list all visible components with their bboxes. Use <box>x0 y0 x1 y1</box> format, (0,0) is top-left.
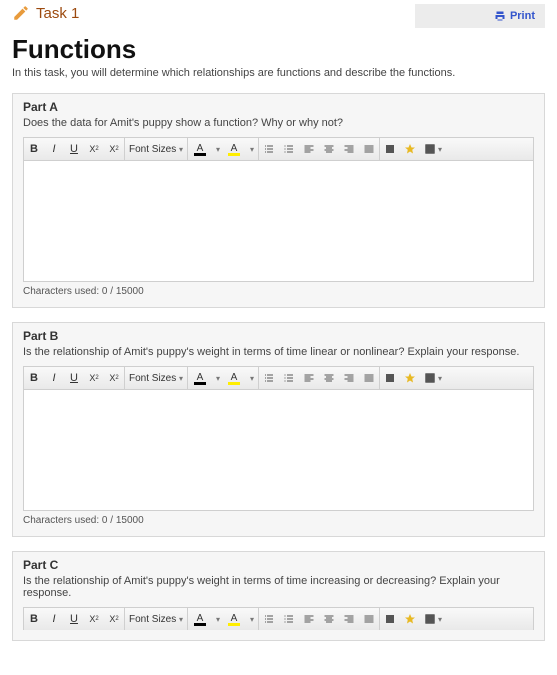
underline-button[interactable]: U <box>65 369 83 387</box>
top-row: Task 1 Print <box>12 4 545 28</box>
number-list-button[interactable] <box>280 610 298 628</box>
chevron-down-icon: ▾ <box>438 145 442 154</box>
task-header: Task 1 <box>12 4 79 22</box>
page-instructions: In this task, you will determine which r… <box>12 67 545 79</box>
number-list-button[interactable] <box>280 369 298 387</box>
equation-button[interactable] <box>401 610 419 628</box>
chevron-down-icon: ▾ <box>438 374 442 383</box>
number-list-button[interactable] <box>280 140 298 158</box>
table-button[interactable]: ▾ <box>421 140 445 158</box>
underline-button[interactable]: U <box>65 140 83 158</box>
font-size-select[interactable]: Font Sizes ▾ <box>125 140 187 158</box>
align-left-button[interactable] <box>300 369 318 387</box>
equation-button[interactable] <box>401 140 419 158</box>
italic-button[interactable]: I <box>45 140 63 158</box>
chevron-down-icon: ▾ <box>250 615 254 624</box>
bullet-list-button[interactable] <box>260 369 278 387</box>
superscript-button[interactable]: X2 <box>85 610 103 628</box>
print-label: Print <box>510 10 535 22</box>
part-card: Part C Is the relationship of Amit's pupp… <box>12 551 545 641</box>
font-size-label: Font Sizes <box>129 614 176 625</box>
editor-textarea[interactable] <box>23 389 534 511</box>
font-size-label: Font Sizes <box>129 373 176 384</box>
chevron-down-icon: ▾ <box>216 374 220 383</box>
align-right-button[interactable] <box>340 369 358 387</box>
print-button[interactable]: Print <box>415 4 545 28</box>
bold-button[interactable]: B <box>25 610 43 628</box>
bold-button[interactable]: B <box>25 369 43 387</box>
align-center-button[interactable] <box>320 369 338 387</box>
align-center-button[interactable] <box>320 140 338 158</box>
align-left-button[interactable] <box>300 140 318 158</box>
highlight-color-button[interactable]: A <box>226 143 242 156</box>
align-justify-button[interactable] <box>360 610 378 628</box>
chevron-down-icon: ▾ <box>179 374 183 383</box>
editor-toolbar: B I U X2 X2 Font Sizes ▾ A ▾ A ▾ <box>23 607 534 630</box>
image-button[interactable] <box>381 369 399 387</box>
text-color-button[interactable]: A <box>192 143 208 156</box>
part-prompt: Does the data for Amit's puppy show a fu… <box>23 117 534 129</box>
part-title: Part C <box>23 558 534 572</box>
align-left-button[interactable] <box>300 610 318 628</box>
chevron-down-icon: ▾ <box>179 145 183 154</box>
part-card: Part B Is the relationship of Amit's pupp… <box>12 322 545 537</box>
char-counter: Characters used: 0 / 15000 <box>23 286 534 297</box>
printer-icon <box>494 10 506 22</box>
equation-button[interactable] <box>401 369 419 387</box>
bullet-list-button[interactable] <box>260 610 278 628</box>
align-right-button[interactable] <box>340 140 358 158</box>
bold-button[interactable]: B <box>25 140 43 158</box>
chevron-down-icon: ▾ <box>179 615 183 624</box>
part-card: Part A Does the data for Amit's puppy sho… <box>12 93 545 308</box>
subscript-button[interactable]: X2 <box>105 610 123 628</box>
highlight-color-button[interactable]: A <box>226 372 242 385</box>
chevron-down-icon: ▾ <box>216 615 220 624</box>
chevron-down-icon: ▾ <box>250 374 254 383</box>
font-size-select[interactable]: Font Sizes ▾ <box>125 610 187 628</box>
bullet-list-button[interactable] <box>260 140 278 158</box>
page-title: Functions <box>12 34 545 65</box>
editor-toolbar: B I U X2 X2 Font Sizes ▾ A ▾ A ▾ <box>23 366 534 389</box>
align-justify-button[interactable] <box>360 140 378 158</box>
editor-textarea[interactable] <box>23 160 534 282</box>
align-right-button[interactable] <box>340 610 358 628</box>
font-size-select[interactable]: Font Sizes ▾ <box>125 369 187 387</box>
pencil-icon <box>12 4 30 22</box>
italic-button[interactable]: I <box>45 610 63 628</box>
image-button[interactable] <box>381 610 399 628</box>
align-justify-button[interactable] <box>360 369 378 387</box>
highlight-color-button[interactable]: A <box>226 613 242 626</box>
char-counter: Characters used: 0 / 15000 <box>23 515 534 526</box>
editor-toolbar: B I U X2 X2 Font Sizes ▾ A ▾ A ▾ <box>23 137 534 160</box>
task-title: Task 1 <box>36 5 79 22</box>
text-color-button[interactable]: A <box>192 613 208 626</box>
part-title: Part A <box>23 100 534 114</box>
part-prompt: Is the relationship of Amit's puppy's we… <box>23 575 534 599</box>
align-center-button[interactable] <box>320 610 338 628</box>
text-color-button[interactable]: A <box>192 372 208 385</box>
underline-button[interactable]: U <box>65 610 83 628</box>
italic-button[interactable]: I <box>45 369 63 387</box>
table-button[interactable]: ▾ <box>421 610 445 628</box>
chevron-down-icon: ▾ <box>250 145 254 154</box>
subscript-button[interactable]: X2 <box>105 140 123 158</box>
chevron-down-icon: ▾ <box>216 145 220 154</box>
part-title: Part B <box>23 329 534 343</box>
superscript-button[interactable]: X2 <box>85 140 103 158</box>
image-button[interactable] <box>381 140 399 158</box>
chevron-down-icon: ▾ <box>438 615 442 624</box>
table-button[interactable]: ▾ <box>421 369 445 387</box>
superscript-button[interactable]: X2 <box>85 369 103 387</box>
part-prompt: Is the relationship of Amit's puppy's we… <box>23 346 534 358</box>
font-size-label: Font Sizes <box>129 144 176 155</box>
subscript-button[interactable]: X2 <box>105 369 123 387</box>
